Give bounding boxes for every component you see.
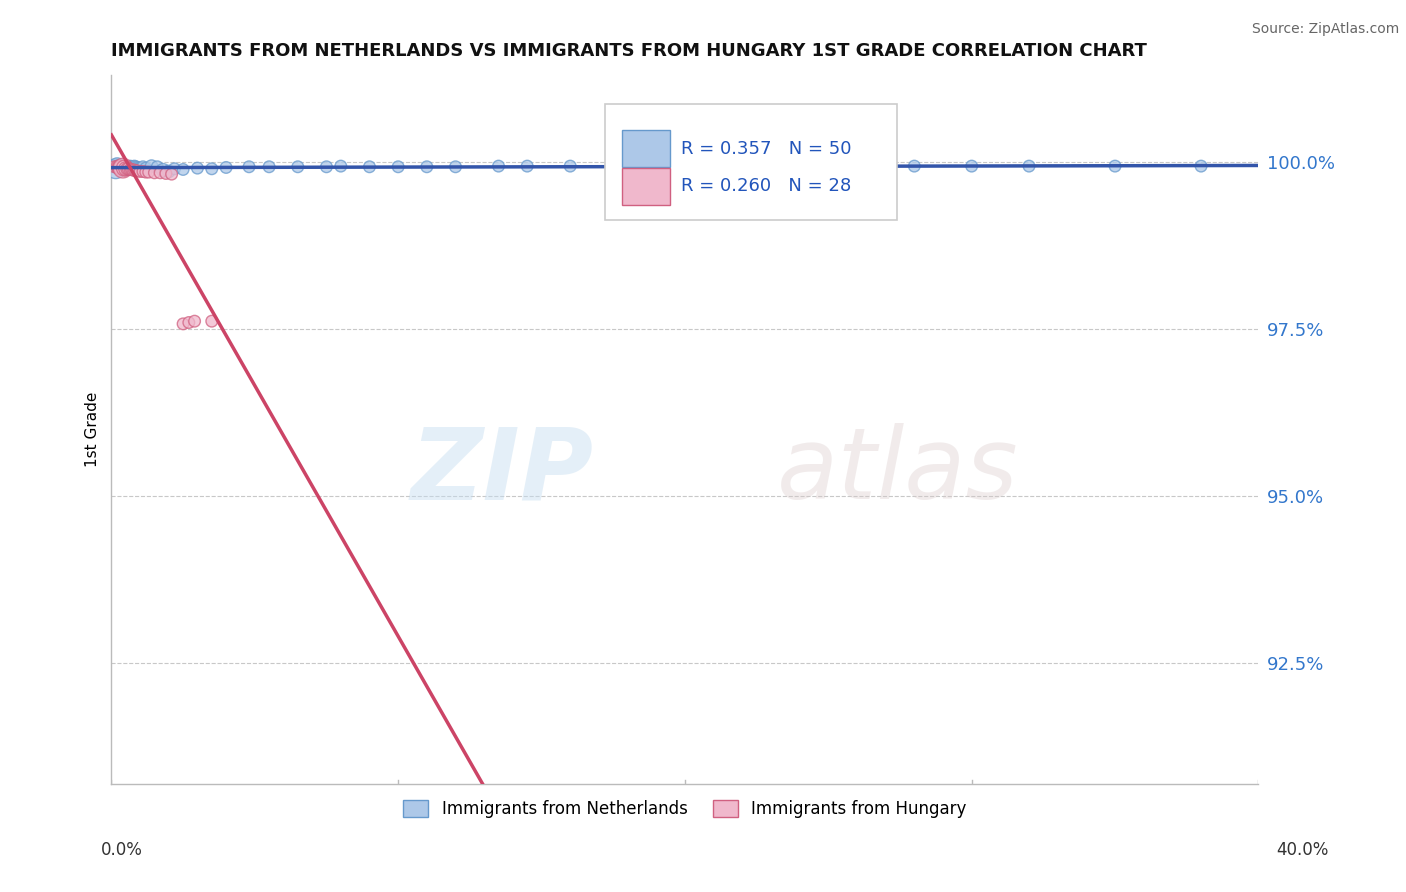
Point bbox=[560, 159, 582, 173]
Point bbox=[127, 163, 149, 178]
Point bbox=[138, 165, 160, 179]
Point bbox=[115, 161, 138, 175]
Point bbox=[444, 160, 467, 174]
Point bbox=[127, 161, 149, 175]
Text: R = 0.357   N = 50: R = 0.357 N = 50 bbox=[682, 140, 852, 158]
FancyBboxPatch shape bbox=[621, 168, 671, 204]
Point bbox=[152, 163, 174, 178]
Point bbox=[157, 164, 180, 178]
Point bbox=[124, 159, 146, 173]
Point bbox=[114, 161, 136, 175]
Point bbox=[143, 166, 166, 180]
Text: Source: ZipAtlas.com: Source: ZipAtlas.com bbox=[1251, 22, 1399, 37]
Point bbox=[172, 162, 194, 177]
Point bbox=[287, 160, 309, 174]
Point bbox=[516, 159, 538, 173]
Point bbox=[416, 160, 439, 174]
Point bbox=[111, 161, 134, 176]
Point bbox=[135, 165, 157, 179]
Point bbox=[115, 161, 138, 176]
Point bbox=[817, 159, 839, 173]
Point bbox=[731, 160, 754, 174]
Point bbox=[1104, 159, 1126, 173]
Text: 40.0%: 40.0% bbox=[1277, 840, 1329, 858]
FancyBboxPatch shape bbox=[605, 103, 897, 220]
Point bbox=[132, 164, 155, 178]
Point bbox=[215, 161, 238, 175]
Point bbox=[146, 160, 169, 174]
Point bbox=[104, 161, 127, 176]
Point bbox=[359, 160, 381, 174]
Point bbox=[107, 161, 129, 175]
Point bbox=[107, 160, 129, 174]
Point bbox=[257, 160, 280, 174]
Text: ZIP: ZIP bbox=[411, 424, 593, 520]
Point bbox=[105, 160, 128, 174]
Point bbox=[129, 161, 152, 176]
Point bbox=[111, 161, 134, 175]
Point bbox=[117, 161, 139, 176]
Point bbox=[128, 161, 150, 175]
Text: atlas: atlas bbox=[776, 424, 1018, 520]
Y-axis label: 1st Grade: 1st Grade bbox=[86, 392, 100, 467]
Point bbox=[121, 160, 143, 174]
Point bbox=[108, 161, 131, 175]
Point bbox=[315, 160, 337, 174]
Point bbox=[616, 160, 638, 174]
Text: IMMIGRANTS FROM NETHERLANDS VS IMMIGRANTS FROM HUNGARY 1ST GRADE CORRELATION CHA: IMMIGRANTS FROM NETHERLANDS VS IMMIGRANT… bbox=[111, 42, 1147, 60]
Point bbox=[125, 163, 148, 178]
Point bbox=[108, 161, 131, 175]
Point bbox=[129, 164, 152, 178]
Point bbox=[186, 161, 208, 175]
Point bbox=[673, 159, 696, 173]
Point bbox=[387, 160, 409, 174]
Point bbox=[238, 160, 260, 174]
Point bbox=[160, 167, 183, 181]
Point bbox=[1018, 159, 1040, 173]
Point bbox=[488, 159, 510, 173]
FancyBboxPatch shape bbox=[621, 130, 671, 167]
Point bbox=[110, 161, 132, 175]
Point bbox=[177, 316, 200, 330]
Point bbox=[117, 160, 139, 174]
Point bbox=[122, 163, 145, 178]
Point bbox=[149, 166, 172, 180]
Point bbox=[103, 160, 125, 174]
Point bbox=[141, 159, 163, 173]
Point bbox=[112, 160, 135, 174]
Point bbox=[114, 161, 136, 176]
Point bbox=[183, 314, 205, 328]
Point bbox=[122, 161, 145, 175]
Point bbox=[118, 162, 141, 177]
Point bbox=[903, 159, 925, 173]
Point bbox=[124, 163, 146, 178]
Point bbox=[112, 161, 135, 175]
Point bbox=[132, 160, 155, 174]
Point bbox=[155, 166, 177, 180]
Point bbox=[960, 159, 983, 173]
Point bbox=[125, 160, 148, 174]
Point bbox=[135, 161, 157, 175]
Point bbox=[329, 159, 352, 173]
Point bbox=[110, 161, 132, 175]
Point bbox=[172, 317, 194, 331]
Text: R = 0.260   N = 28: R = 0.260 N = 28 bbox=[682, 178, 852, 195]
Text: 0.0%: 0.0% bbox=[101, 840, 143, 858]
Point bbox=[105, 158, 128, 172]
Point bbox=[201, 161, 224, 176]
Legend: Immigrants from Netherlands, Immigrants from Hungary: Immigrants from Netherlands, Immigrants … bbox=[396, 794, 973, 825]
Point bbox=[121, 162, 143, 177]
Point bbox=[201, 314, 224, 328]
Point bbox=[118, 159, 141, 173]
Point bbox=[1189, 159, 1212, 173]
Point bbox=[163, 161, 186, 176]
